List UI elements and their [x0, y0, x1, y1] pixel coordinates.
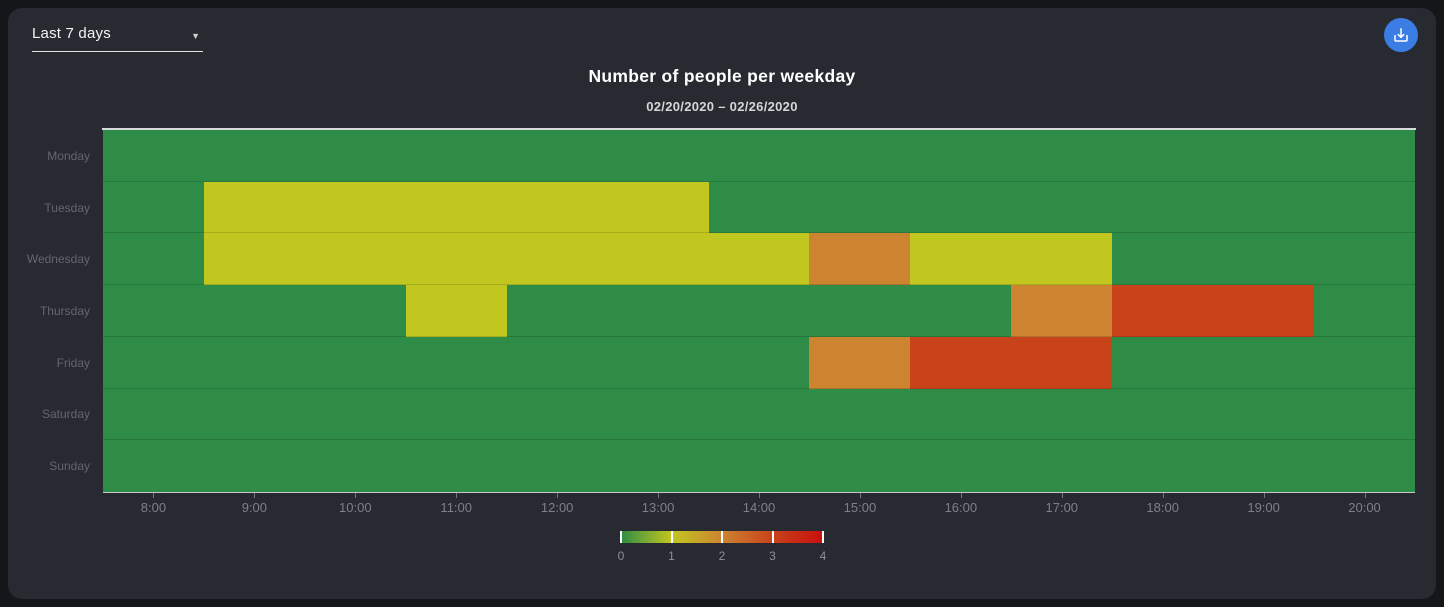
x-axis-label: 19:00	[1247, 500, 1280, 515]
legend-label: 3	[769, 549, 776, 563]
heatmap-cell[interactable]	[910, 336, 1113, 389]
heatmap-cell[interactable]	[1011, 285, 1113, 337]
heatmap-cell[interactable]	[809, 336, 911, 389]
legend-tick	[721, 531, 723, 543]
heatmap-cell[interactable]	[203, 181, 709, 234]
x-axis-label: 9:00	[241, 500, 268, 515]
x-axis-label: 20:00	[1348, 500, 1381, 515]
x-axis-tick	[1061, 493, 1063, 498]
y-axis-label: Wednesday	[26, 252, 90, 267]
row-separator	[103, 335, 1415, 337]
heatmap-row-sunday	[103, 440, 1415, 492]
legend-tick	[822, 531, 824, 543]
y-axis-label: Friday	[56, 355, 90, 370]
heatmap-cell[interactable]	[1112, 285, 1315, 337]
legend-tick	[670, 531, 673, 543]
legend-label: 2	[718, 549, 726, 563]
row-separator	[103, 387, 1415, 389]
heatmap-row-monday	[103, 130, 1415, 182]
range-select[interactable]: Last 7 days ▼	[32, 22, 203, 52]
heatmap-plot	[103, 130, 1415, 492]
x-axis-tick	[456, 493, 458, 498]
download-button[interactable]	[1384, 18, 1418, 52]
y-axis-label: Sunday	[49, 459, 90, 474]
y-axis-label: Thursday	[39, 304, 90, 318]
row-separator	[103, 439, 1415, 441]
legend-label: 4	[819, 549, 827, 563]
caret-down-icon: ▼	[191, 31, 200, 41]
heatmap-row-friday	[103, 336, 1415, 389]
download-icon	[1392, 26, 1410, 44]
row-separator	[103, 284, 1415, 286]
x-axis-tick	[960, 493, 962, 498]
x-axis-label: 16:00	[944, 500, 978, 515]
x-axis-tick	[1364, 493, 1366, 498]
x-axis-tick	[658, 493, 660, 498]
range-select-value: Last 7 days	[32, 25, 111, 42]
x-axis-tick	[759, 493, 760, 498]
heatmap-cell[interactable]	[910, 233, 1113, 286]
plot-top-border	[102, 128, 1416, 130]
y-axis-label: Tuesday	[44, 200, 90, 215]
heatmap-cell[interactable]	[203, 233, 810, 286]
legend-label: 0	[617, 549, 625, 563]
x-axis-label: 18:00	[1146, 500, 1179, 515]
legend-labels: 0 1 2 3 4	[617, 549, 827, 563]
y-axis-label: Monday	[47, 148, 90, 163]
legend-label: 1	[668, 549, 675, 563]
legend-tick	[771, 531, 774, 543]
x-axis: 8:00 9:00 10:00 11:00 12:00 13:00 14:00 15:00 16…	[103, 493, 1415, 523]
x-axis-label: 12:00	[540, 500, 574, 515]
x-axis-line	[103, 492, 1415, 493]
x-axis-tick	[557, 493, 559, 498]
x-axis-label: 10:00	[339, 500, 372, 515]
chart-subtitle: 02/20/2020 – 02/26/2020	[646, 99, 798, 114]
x-axis-label: 13:00	[641, 500, 675, 515]
heatmap-cell[interactable]	[405, 285, 507, 337]
x-axis-label: 15:00	[843, 500, 877, 515]
x-axis-tick	[1162, 493, 1164, 498]
heatmap-cell[interactable]	[809, 233, 911, 286]
y-axis-label: Saturday	[41, 407, 90, 422]
heatmap-row-saturday	[103, 388, 1415, 441]
x-axis-label: 8:00	[140, 500, 167, 515]
y-axis-labels: Monday Tuesday Wednesday Thursday Friday Satu…	[0, 130, 92, 492]
x-axis-label: 11:00	[440, 500, 473, 515]
x-axis-label: 14:00	[742, 500, 776, 515]
x-axis-tick	[1263, 493, 1265, 498]
row-separator	[103, 180, 1415, 182]
row-separator	[103, 232, 1415, 234]
x-axis-tick	[254, 493, 256, 498]
x-axis-tick	[153, 493, 155, 498]
legend-tick	[620, 531, 622, 543]
x-axis-tick	[859, 493, 861, 498]
chart-title: Number of people per weekday	[588, 66, 856, 86]
legend-bar	[620, 531, 824, 543]
legend: 0 1 2 3 4	[617, 531, 827, 567]
x-axis-tick	[355, 493, 357, 498]
x-axis-label: 17:00	[1045, 500, 1079, 515]
